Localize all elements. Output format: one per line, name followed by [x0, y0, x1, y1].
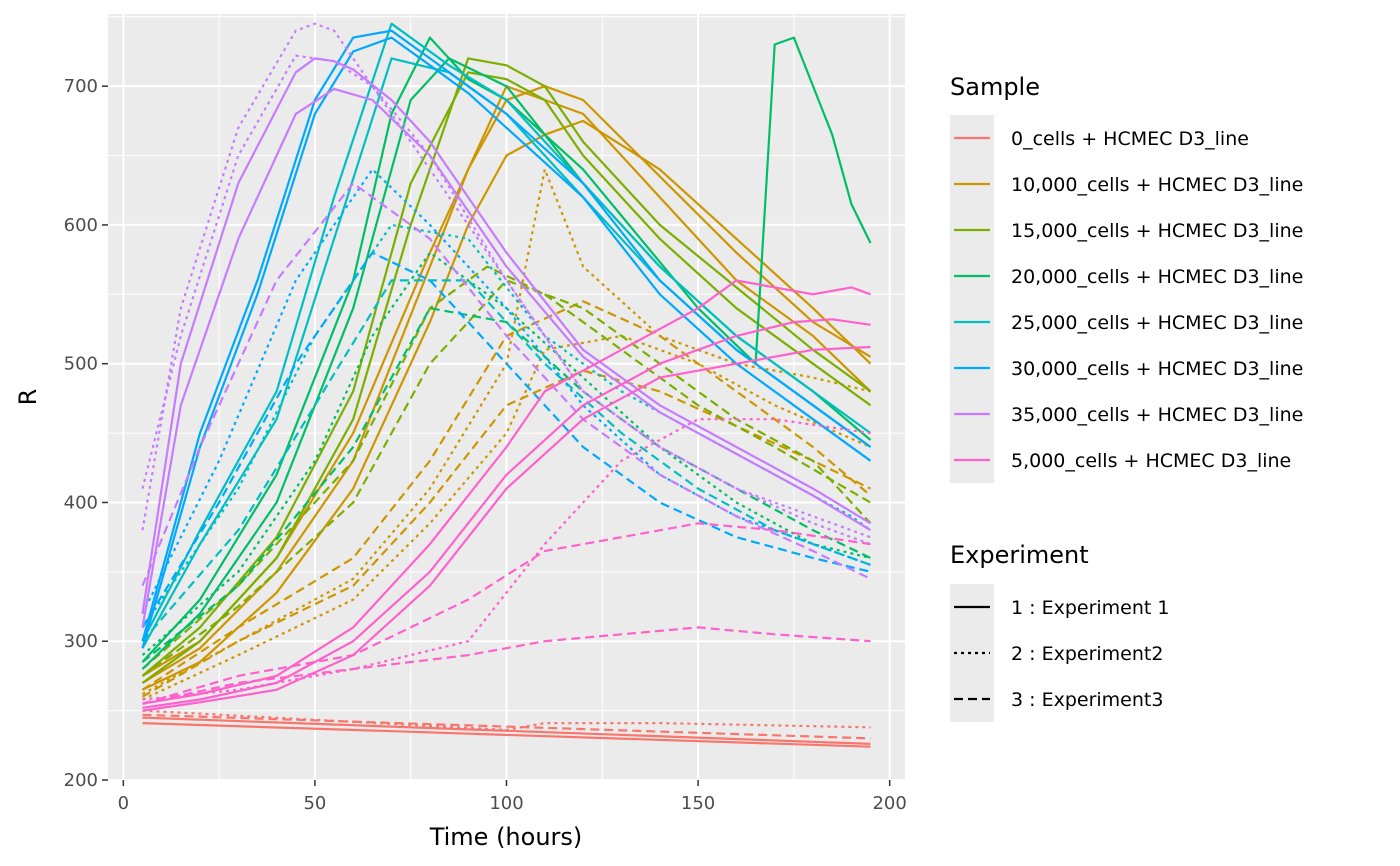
series-line	[141, 71, 872, 677]
series-line	[141, 279, 871, 642]
series-line	[142, 318, 871, 709]
x-axis-title: Time (hours)	[429, 823, 583, 851]
series-line	[141, 251, 871, 628]
series-line	[141, 279, 872, 677]
sample-legend-key-background	[950, 115, 994, 483]
x-axis: 0 50 100 150 200	[118, 780, 907, 814]
series-line	[141, 36, 872, 649]
y-tick-label: 700	[64, 76, 98, 97]
experiment-legend-label: 1 : Experiment 1	[1011, 597, 1169, 619]
experiment-legend: Experiment 1 : Experiment 1 2 : Experimen…	[950, 541, 1169, 722]
series-line	[142, 626, 871, 705]
y-tick-label: 200	[64, 770, 98, 791]
series-line	[142, 119, 872, 691]
series-line	[141, 87, 872, 628]
x-tick-label: 50	[303, 793, 326, 814]
series-line	[142, 713, 871, 740]
series-line	[141, 57, 872, 614]
series-line	[141, 369, 871, 698]
series-line	[141, 182, 871, 587]
y-axis: 200 300 400 500 600 700	[64, 76, 108, 791]
series-line	[141, 22, 872, 642]
x-tick-label: 150	[681, 793, 715, 814]
x-tick-label: 100	[489, 793, 523, 814]
sample-legend-keys: 0_cells + HCMEC D3_line 10,000_cells + HC…	[950, 115, 1303, 483]
series-line	[142, 334, 871, 701]
sample-legend-label: 35,000_cells + HCMEC D3_line	[1011, 404, 1303, 426]
y-tick-label: 300	[64, 631, 98, 652]
y-tick-label: 400	[64, 492, 98, 513]
series-line	[142, 418, 871, 701]
major-gridlines	[108, 14, 905, 781]
y-tick-label: 600	[64, 215, 98, 236]
series-line	[141, 168, 871, 695]
series-line	[142, 722, 871, 748]
y-axis-title: R	[14, 389, 42, 406]
series-lines	[141, 22, 872, 748]
sample-legend-title: Sample	[950, 73, 1040, 101]
sample-legend-label: 30,000_cells + HCMEC D3_line	[1011, 358, 1303, 380]
series-line	[141, 54, 871, 539]
x-tick-label: 200	[872, 793, 906, 814]
sample-legend-label: 20,000_cells + HCMEC D3_line	[1011, 266, 1303, 288]
experiment-legend-label: 2 : Experiment2	[1011, 643, 1163, 665]
experiment-legend-title: Experiment	[950, 541, 1089, 569]
series-line	[141, 265, 872, 670]
y-tick-label: 500	[64, 354, 98, 375]
sample-legend-label: 25,000_cells + HCMEC D3_line	[1011, 312, 1303, 334]
sample-legend-label: 5,000_cells + HCMEC D3_line	[1011, 450, 1291, 472]
sample-legend-label: 0_cells + HCMEC D3_line	[1011, 128, 1249, 150]
x-tick-label: 0	[118, 793, 129, 814]
series-line	[141, 57, 872, 684]
series-line	[142, 279, 871, 705]
experiment-legend-label: 3 : Experiment3	[1011, 689, 1163, 711]
series-line	[142, 522, 871, 705]
series-line	[142, 709, 871, 732]
sample-legend: Sample 0_cells + HCMEC D3_line 10,000_cel…	[950, 73, 1303, 483]
experiment-legend-keys: 1 : Experiment 1 2 : Experiment2 3 : Exper…	[950, 584, 1169, 722]
series-line	[141, 168, 871, 614]
series-line	[142, 345, 871, 712]
series-line	[141, 29, 872, 642]
sample-legend-label: 15,000_cells + HCMEC D3_line	[1011, 220, 1303, 242]
series-line	[141, 300, 872, 691]
sample-legend-label: 10,000_cells + HCMEC D3_line	[1011, 174, 1303, 196]
